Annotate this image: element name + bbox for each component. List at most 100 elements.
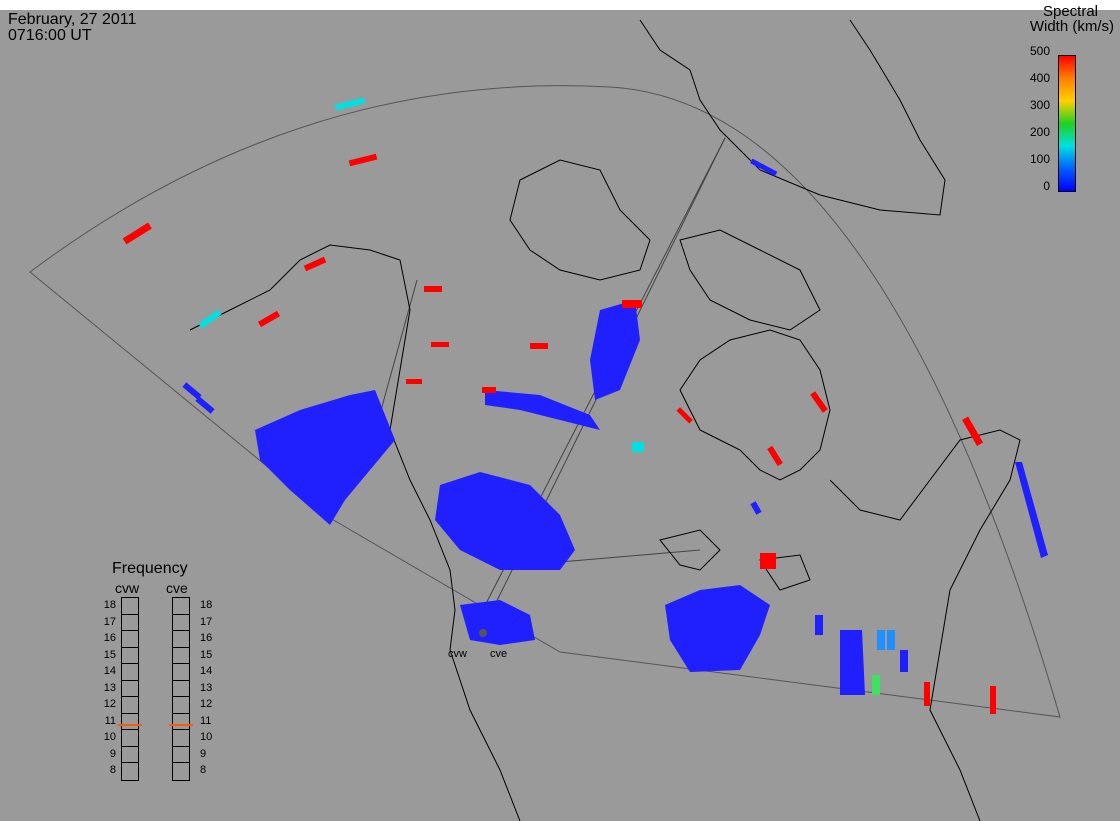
freq-tick-label-right: 10 [200, 731, 213, 743]
coast-hudson [679, 329, 831, 481]
freq-tick-label-left: 18 [103, 599, 116, 611]
patch-lakes-blue [665, 585, 770, 672]
freq-gridline [121, 729, 138, 730]
coast-great-lakes [659, 529, 811, 591]
time-label: 0716:00 UT [8, 27, 92, 44]
freq-tick-label-right: 11 [200, 714, 212, 727]
freq-tick-label-left: 16 [103, 632, 116, 644]
echo-cyan [198, 309, 222, 329]
echo-red [424, 286, 442, 292]
freq-gridline [172, 712, 189, 714]
echoes [122, 97, 996, 714]
colorbar-tick-label: 100 [1029, 152, 1050, 166]
echo-blue [887, 630, 895, 650]
freq-gridline [121, 762, 138, 763]
frequency-title: Frequency [112, 560, 188, 577]
echo-red [924, 682, 930, 706]
patch-north-arc [485, 390, 600, 430]
echo-red [530, 343, 548, 349]
colorbar-tick-label: 300 [1029, 98, 1050, 112]
patch-east-blue [840, 630, 865, 695]
freq-gridline [172, 696, 189, 697]
echo-green [872, 675, 880, 695]
echo-blue [877, 630, 885, 650]
freq-gridline [172, 646, 189, 648]
echo-red [406, 379, 422, 384]
radar-label-cvw: cvw [448, 648, 467, 660]
freq-tick-label-right: 17 [200, 615, 213, 628]
patch-central-blue [435, 472, 575, 570]
freq-tick-label-right: 18 [200, 599, 213, 611]
echo-red [348, 153, 378, 167]
fov-outline [29, 85, 1061, 718]
echo-blue [815, 615, 823, 635]
echo-blue [900, 650, 908, 672]
freq-tick-label-right: 16 [200, 632, 213, 644]
freq-radar-cve: cve [166, 580, 188, 596]
freq-gridline [172, 663, 189, 664]
echo-blue [195, 396, 215, 414]
freq-tick-label-right: 14 [200, 665, 213, 677]
echo-red [482, 387, 496, 393]
echo-blue [750, 158, 778, 177]
coastlines [189, 19, 1021, 821]
coast-arctic-islands [509, 159, 651, 281]
freq-tick-label-left: 13 [103, 681, 116, 694]
freq-scale-cve [172, 597, 190, 781]
freq-tick-label-left: 10 [103, 731, 116, 743]
echo-blue [182, 382, 202, 400]
echo-red [431, 342, 449, 347]
echo-red [760, 553, 776, 569]
colorbar-tick-label: 200 [1029, 125, 1050, 139]
coast-east [829, 429, 1021, 821]
map-svg [29, 19, 1061, 821]
fov-divider-east [559, 549, 701, 563]
freq-tick-label-left: 9 [109, 747, 116, 760]
colorbar-title-1: Spectral [1042, 3, 1098, 20]
freq-gridline [121, 679, 138, 681]
data-patches [255, 300, 1048, 695]
echo-cyan [632, 442, 644, 452]
freq-gridline [172, 762, 189, 763]
echo-red [810, 391, 828, 413]
freq-tick-label-right: 9 [200, 747, 207, 760]
freq-tick-label-left: 12 [103, 698, 116, 710]
freq-gridline [172, 745, 189, 747]
patch-east-arc [1015, 462, 1048, 558]
patch-site-blue [460, 600, 535, 645]
colorbar-tick-label: 400 [1029, 71, 1050, 85]
radar-site-marker [479, 629, 487, 637]
colorbar-tick-label: 500 [1029, 44, 1050, 58]
date-label: February, 27 2011 [8, 11, 137, 28]
freq-marker-cve [169, 724, 193, 727]
patch-north-column [590, 300, 640, 400]
freq-tick-label-right: 8 [200, 764, 207, 776]
echo-red [122, 222, 152, 245]
freq-tick-label-right: 12 [200, 698, 213, 710]
colorbar-tick-label: 0 [1043, 179, 1050, 193]
freq-gridline [172, 613, 189, 615]
echo-red [676, 407, 693, 424]
freq-tick-label-left: 11 [104, 714, 116, 727]
echo-red [303, 256, 327, 272]
freq-radar-cvw: cvw [115, 580, 140, 596]
echo-blue [750, 501, 762, 515]
freq-gridline [121, 696, 138, 697]
echo-red [767, 445, 783, 467]
freq-marker-cvw [118, 724, 142, 727]
coast-greenland [639, 19, 946, 216]
freq-tick-label-left: 15 [103, 648, 116, 661]
freq-gridline [121, 646, 138, 648]
coast-alaska [189, 244, 521, 821]
freq-gridline [172, 679, 189, 681]
freq-gridline [172, 630, 189, 631]
map-canvas: February, 27 2011 0716:00 UT Spectral Wi… [0, 4, 1120, 821]
echo-red [257, 310, 281, 328]
colorbar-title-2: Width (km/s) [1029, 18, 1114, 35]
freq-gridline [121, 663, 138, 664]
freq-gridline [121, 712, 138, 714]
freq-tick-label-left: 8 [109, 764, 116, 776]
freq-gridline [121, 630, 138, 631]
coast-baffin [679, 229, 821, 331]
